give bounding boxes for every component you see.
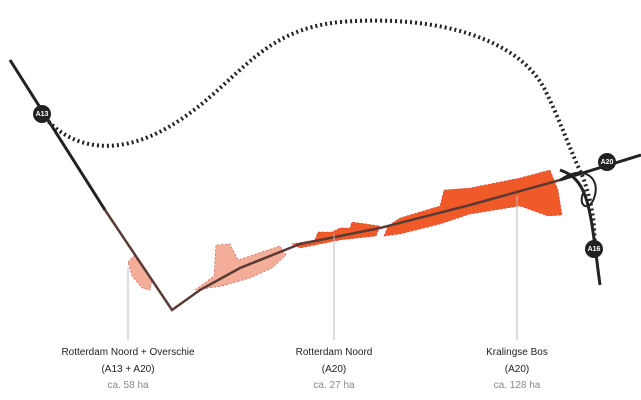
road-a16	[559, 168, 602, 286]
area-size: ca. 128 ha	[494, 380, 541, 391]
road-a13	[8, 59, 107, 211]
road-shield	[33, 105, 51, 123]
area-name: Kralingse Bos	[486, 347, 548, 358]
area-road: (A13 + A20)	[101, 364, 154, 375]
area-road: (A20)	[322, 364, 346, 375]
interchange	[559, 171, 597, 208]
road-shield	[585, 240, 603, 258]
area-size: ca. 27 ha	[313, 380, 355, 391]
road-shield	[598, 153, 616, 171]
road-label: A20	[601, 159, 614, 166]
area-1a	[127, 255, 153, 291]
area-name: Rotterdam Noord + Overschie	[61, 347, 195, 358]
area-road: (A20)	[505, 364, 529, 375]
area-name: Rotterdam Noord	[296, 347, 373, 358]
area-size: ca. 58 ha	[107, 380, 149, 391]
road-a20-section	[103, 178, 561, 312]
road-label: A13	[36, 111, 49, 118]
road-label: A16	[588, 246, 601, 253]
dotted-route	[40, 18, 597, 250]
